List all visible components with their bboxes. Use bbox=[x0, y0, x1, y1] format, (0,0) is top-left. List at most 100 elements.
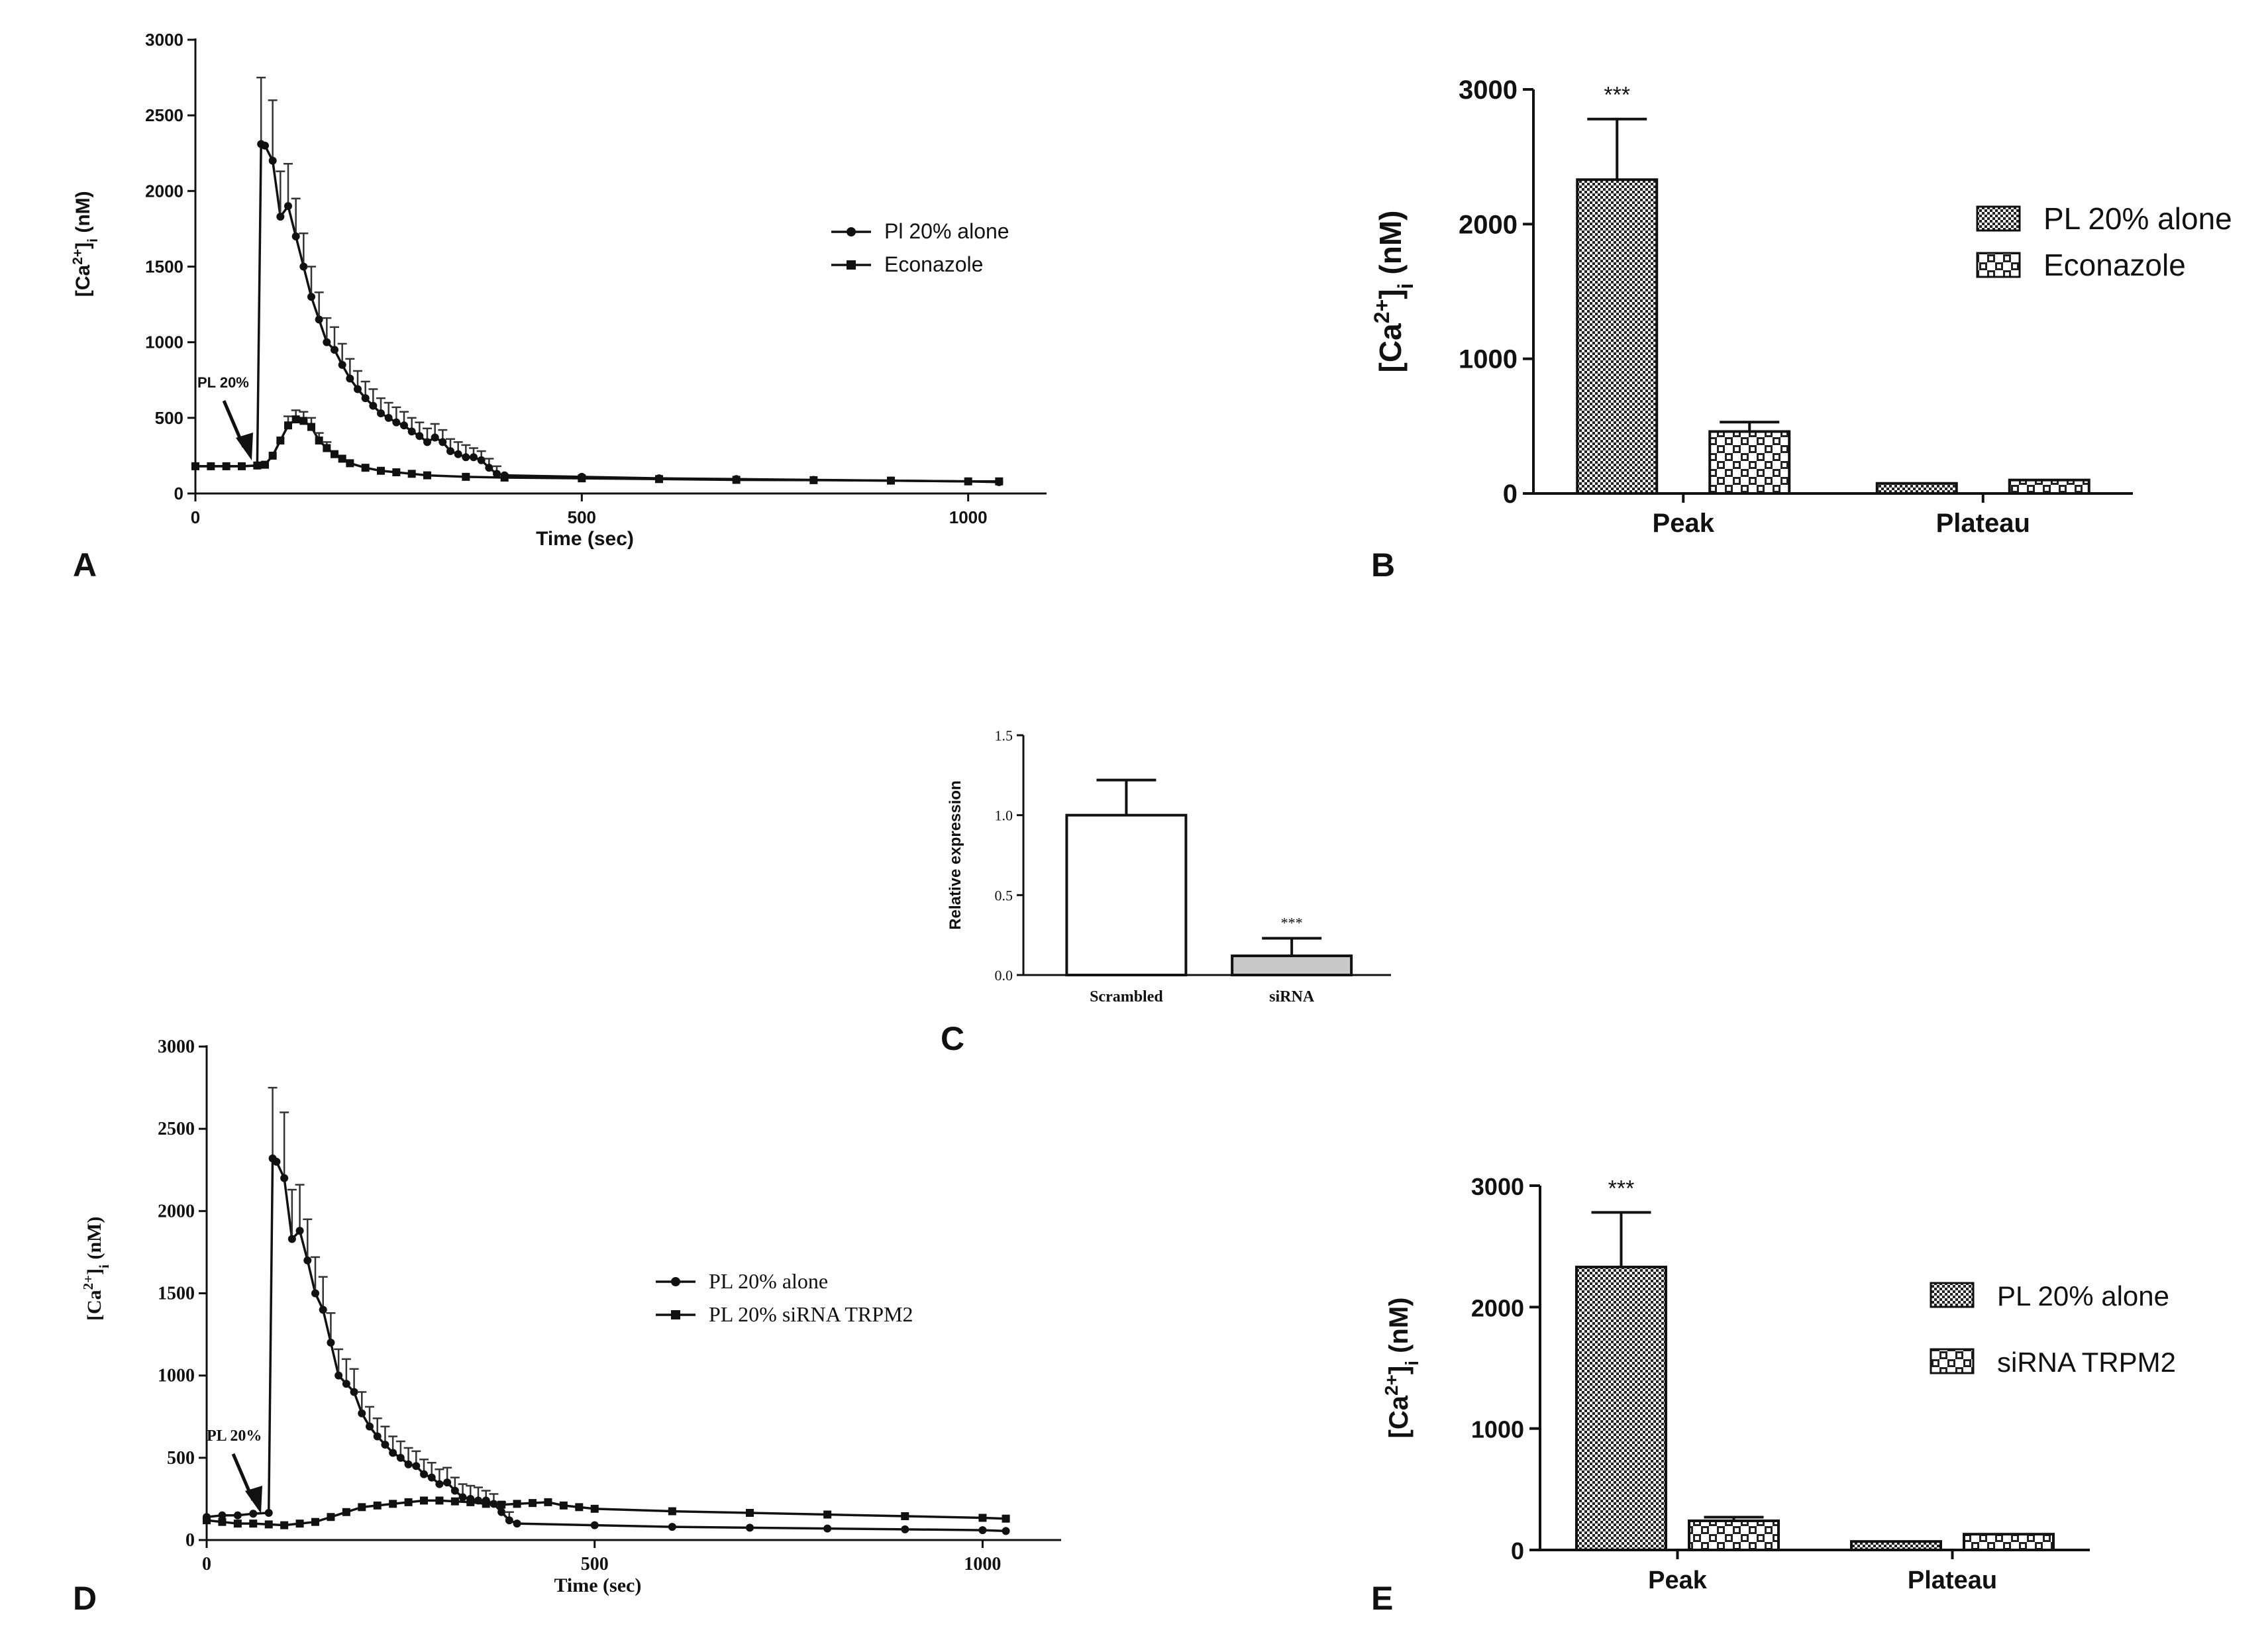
bar-scrambled bbox=[1065, 813, 1188, 976]
data-point bbox=[823, 1510, 832, 1519]
data-point bbox=[280, 1521, 289, 1529]
y-tick-label: 3000 bbox=[1471, 1173, 1524, 1200]
y-axis-label-sup: 2+ bbox=[80, 1275, 96, 1290]
legend-marker bbox=[847, 227, 856, 236]
data-point bbox=[377, 466, 385, 475]
y-axis-label-mid: ] bbox=[1384, 1366, 1414, 1374]
y-tick-label: 1000 bbox=[1471, 1416, 1524, 1443]
y-tick-label: 0 bbox=[1503, 480, 1518, 509]
data-point bbox=[331, 346, 338, 354]
legend-label: Econazole bbox=[2043, 248, 2186, 282]
data-point bbox=[369, 401, 378, 410]
data-point bbox=[342, 1380, 350, 1388]
y-axis-label-text: [Ca2+]i (nM) bbox=[70, 191, 101, 297]
x-axis-label: Time (sec) bbox=[536, 528, 634, 550]
y-axis-label-text: [Ca2+]i (nM) bbox=[1370, 211, 1418, 373]
data-point bbox=[207, 462, 215, 470]
data-point bbox=[392, 418, 401, 427]
x-tick-label: Peak bbox=[1653, 509, 1715, 538]
data-point bbox=[901, 1512, 909, 1520]
data-point bbox=[396, 1453, 405, 1462]
y-axis-label: [Ca2+]i (nM) bbox=[80, 1217, 112, 1321]
data-point bbox=[287, 1235, 296, 1243]
data-point bbox=[559, 1501, 568, 1510]
series-line-0 bbox=[206, 1156, 1006, 1533]
data-point bbox=[311, 1518, 319, 1526]
data-point bbox=[427, 1473, 436, 1482]
data-point bbox=[497, 1500, 506, 1509]
data-point bbox=[1002, 1527, 1010, 1535]
data-point bbox=[450, 1497, 459, 1506]
y-axis-label-mid: ] bbox=[1373, 289, 1408, 299]
data-point bbox=[477, 456, 486, 464]
data-point bbox=[668, 1507, 676, 1516]
y-axis-label-base: [Ca bbox=[1384, 1395, 1414, 1438]
data-point bbox=[435, 1496, 444, 1505]
data-point bbox=[238, 462, 246, 470]
data-point bbox=[746, 1509, 754, 1518]
y-axis-label-base: [Ca bbox=[83, 1290, 105, 1321]
legend-label: siRNA TRPM2 bbox=[1997, 1347, 2176, 1378]
stimulus-arrow-head bbox=[236, 433, 253, 460]
data-point bbox=[732, 476, 741, 484]
legend-label: Econazole bbox=[884, 252, 983, 276]
data-point bbox=[995, 477, 1004, 486]
panel-label-a: A bbox=[73, 546, 97, 584]
data-point bbox=[746, 1523, 754, 1532]
data-point bbox=[513, 1500, 521, 1508]
data-point bbox=[299, 417, 308, 425]
chart-panel-a: 0 500 1000 1500 2000 2500 3000 0 500 1000 Time (se… bbox=[70, 30, 1047, 550]
data-point bbox=[315, 437, 323, 445]
data-point bbox=[268, 156, 277, 165]
y-axis-label: [Ca2+]i (nM) bbox=[1370, 211, 1418, 373]
data-point bbox=[303, 1256, 312, 1264]
data-point bbox=[809, 476, 818, 484]
stimulus-annotation: PL 20% bbox=[207, 1427, 262, 1445]
data-point bbox=[668, 1523, 676, 1531]
y-tick-label: 2500 bbox=[145, 105, 183, 125]
y-tick-label: 0.5 bbox=[995, 887, 1013, 903]
data-point bbox=[485, 464, 493, 472]
data-point bbox=[887, 476, 895, 485]
data-point bbox=[373, 1432, 382, 1441]
data-point bbox=[423, 438, 431, 446]
data-point bbox=[420, 1496, 428, 1505]
data-point bbox=[331, 450, 338, 458]
y-tick-label: 1500 bbox=[145, 257, 183, 277]
data-point bbox=[233, 1511, 242, 1519]
y-tick-label: 0 bbox=[1511, 1537, 1524, 1565]
legend-label: PL 20% alone bbox=[2043, 201, 2232, 236]
y-tick-label: 2000 bbox=[145, 181, 183, 201]
data-point bbox=[389, 1500, 397, 1508]
y-tick-label: 1500 bbox=[158, 1284, 195, 1304]
y-axis-label-tail: (nM) bbox=[72, 191, 94, 238]
data-point bbox=[354, 385, 362, 393]
y-tick-label: 2000 bbox=[158, 1201, 195, 1221]
significance-marker: *** bbox=[1281, 914, 1303, 931]
bar-peak-1 bbox=[1708, 430, 1791, 495]
data-point bbox=[295, 1227, 304, 1235]
x-tick-label: Plateau bbox=[1936, 509, 2030, 538]
data-point bbox=[249, 1510, 258, 1518]
y-tick-label: 0.0 bbox=[995, 967, 1013, 984]
legend-swatch bbox=[1976, 252, 2021, 278]
data-point bbox=[276, 437, 285, 445]
data-point bbox=[544, 1498, 552, 1506]
y-tick-label: 0 bbox=[174, 484, 183, 503]
data-point bbox=[446, 447, 454, 456]
data-point bbox=[338, 454, 346, 463]
y-axis-label: [Ca2+]i (nM) bbox=[70, 191, 101, 297]
bar-plateau-0 bbox=[1850, 1540, 1942, 1552]
data-point bbox=[253, 461, 262, 470]
data-point bbox=[823, 1524, 832, 1533]
y-axis-label-text: [Ca2+]i (nM) bbox=[1381, 1297, 1422, 1438]
y-tick-label: 1.0 bbox=[995, 807, 1013, 824]
data-point bbox=[431, 433, 439, 442]
legend-marker bbox=[671, 1310, 680, 1319]
data-point bbox=[590, 1521, 599, 1529]
y-tick-label: 1000 bbox=[1459, 345, 1518, 374]
data-point bbox=[529, 1499, 537, 1508]
data-point bbox=[493, 470, 501, 478]
data-point bbox=[249, 1519, 258, 1528]
y-tick-label: 1.5 bbox=[995, 727, 1013, 744]
